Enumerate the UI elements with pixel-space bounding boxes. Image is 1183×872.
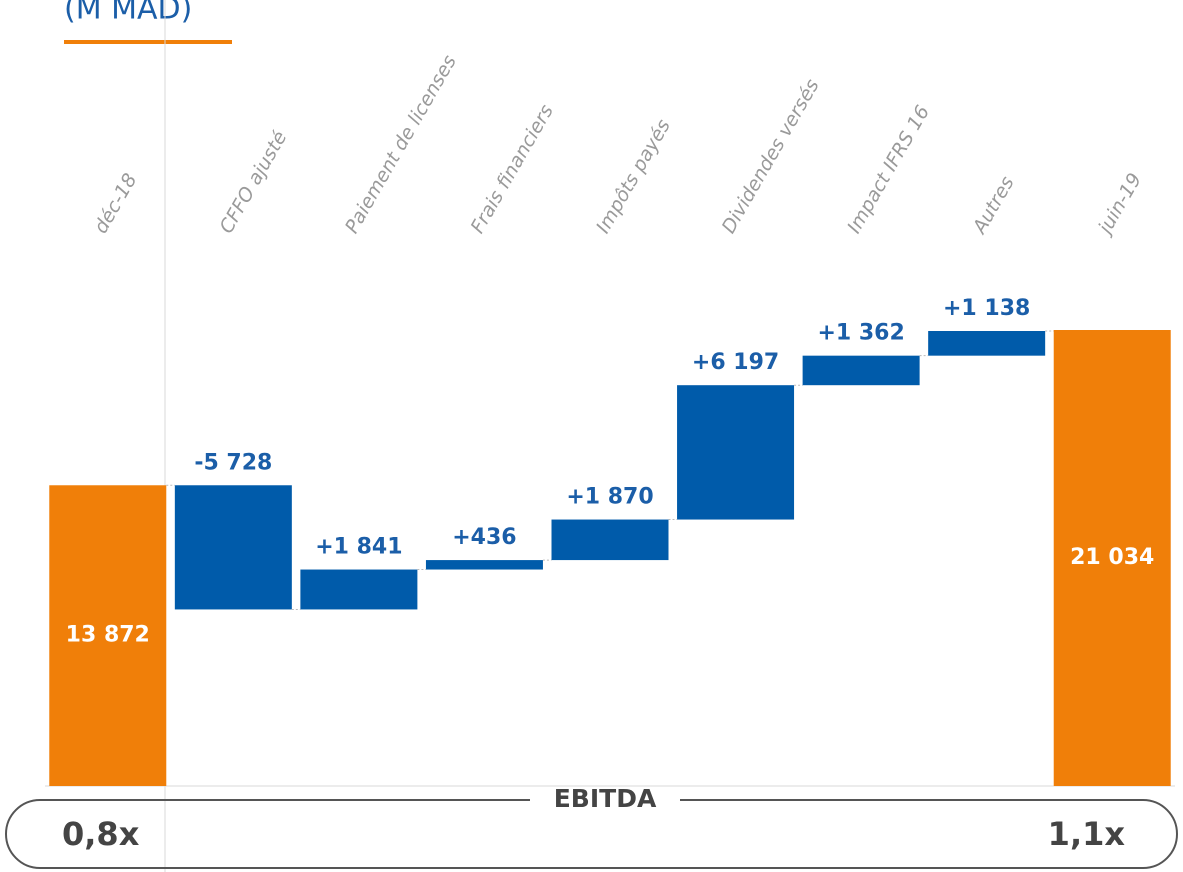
delta-bar	[928, 330, 1046, 356]
value-label: +436	[452, 525, 516, 550]
value-label: +1 362	[817, 321, 904, 346]
delta-bar	[802, 355, 920, 386]
category-label: Impact IFRS 16	[843, 102, 934, 238]
category-label: Dividendes versés	[718, 75, 824, 237]
total-label: 13 872	[66, 623, 150, 648]
category-label: Frais financiers	[466, 101, 557, 237]
value-label: +1 870	[566, 485, 653, 510]
total-bar	[49, 485, 167, 786]
delta-bar	[677, 385, 795, 520]
ebitda-label: EBITDA	[554, 784, 657, 813]
value-label: -5 728	[194, 450, 272, 475]
delta-bar	[551, 519, 669, 561]
category-label: Autres	[968, 173, 1019, 239]
category-label: Paiement de licenses	[341, 51, 461, 237]
chart-title: (M MAD)	[64, 0, 192, 27]
value-label: +1 841	[315, 535, 402, 560]
start-multiple: 0,8x	[62, 815, 140, 853]
delta-bar	[425, 560, 543, 570]
ebitda-gap	[530, 790, 680, 812]
total-bar	[1053, 330, 1171, 786]
delta-bar	[300, 569, 418, 610]
category-label: déc-18	[90, 170, 142, 237]
value-label: +1 138	[943, 296, 1030, 321]
delta-bar	[174, 485, 292, 610]
category-label: juin-19	[1093, 169, 1146, 239]
end-multiple: 1,1x	[1048, 815, 1126, 853]
total-label: 21 034	[1070, 545, 1154, 570]
value-label: +6 197	[692, 350, 779, 375]
category-label: Impôts payés	[592, 116, 675, 238]
category-label: CFFO ajusté	[215, 127, 291, 237]
